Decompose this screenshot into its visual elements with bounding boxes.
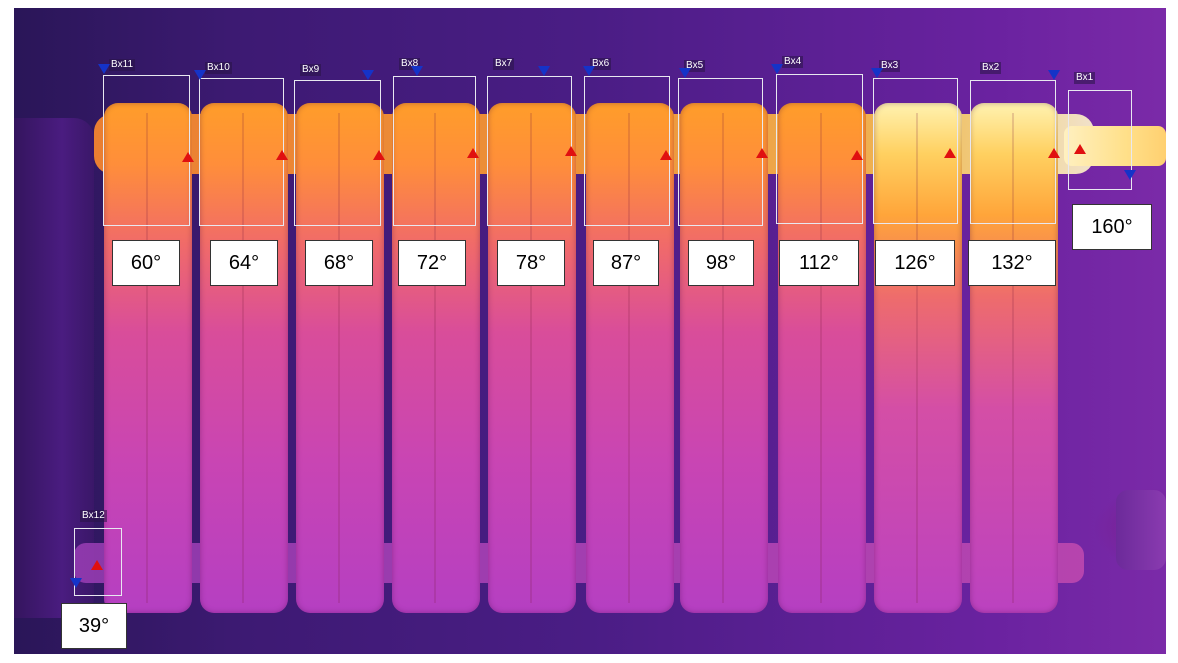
temperature-readout: 87° — [593, 240, 659, 286]
max-temperature-marker-icon — [565, 146, 577, 156]
min-temperature-marker-icon — [70, 578, 82, 588]
temperature-readout: 132° — [968, 240, 1056, 286]
radiator-fin — [200, 103, 288, 613]
fin-rib — [242, 113, 245, 603]
temperature-readout: 98° — [688, 240, 754, 286]
radiator-fin — [970, 103, 1058, 613]
max-temperature-marker-icon — [182, 152, 194, 162]
min-temperature-marker-icon — [771, 64, 783, 74]
valve-knob — [1116, 490, 1166, 570]
min-temperature-marker-icon — [871, 68, 883, 78]
temperature-readout: 78° — [497, 240, 565, 286]
measurement-box-label: Bx7 — [493, 58, 515, 70]
measurement-box — [873, 78, 958, 224]
min-temperature-marker-icon — [679, 68, 691, 78]
max-temperature-marker-icon — [373, 150, 385, 160]
fin-rib — [434, 113, 437, 603]
measurement-box-label: Bx11 — [109, 59, 136, 71]
fin-rib — [530, 113, 533, 603]
min-temperature-marker-icon — [98, 64, 110, 74]
thermal-image — [14, 8, 1166, 654]
measurement-box-label: Bx4 — [782, 56, 804, 68]
max-temperature-marker-icon — [660, 150, 672, 160]
fin-rib — [916, 113, 919, 603]
temperature-readout: 160° — [1072, 204, 1152, 250]
fin-rib — [1012, 113, 1015, 603]
fin-rib — [820, 113, 823, 603]
measurement-box — [970, 80, 1056, 224]
temperature-readout: 64° — [210, 240, 278, 286]
min-temperature-marker-icon — [194, 70, 206, 80]
radiator-fin — [392, 103, 480, 613]
measurement-box — [776, 74, 863, 224]
temperature-readout: 112° — [779, 240, 859, 286]
measurement-box — [678, 78, 763, 226]
radiator-fin — [488, 103, 576, 613]
fin-rib — [338, 113, 341, 603]
max-temperature-marker-icon — [851, 150, 863, 160]
fin-rib — [628, 113, 631, 603]
measurement-box-label: Bx6 — [590, 58, 612, 70]
temperature-readout: 60° — [112, 240, 180, 286]
radiator-fin — [680, 103, 768, 613]
measurement-box — [294, 80, 381, 226]
radiator-fin — [586, 103, 674, 613]
max-temperature-marker-icon — [756, 148, 768, 158]
min-temperature-marker-icon — [362, 70, 374, 80]
max-temperature-marker-icon — [1048, 148, 1060, 158]
min-temperature-marker-icon — [411, 66, 423, 76]
measurement-box-label: Bx10 — [205, 62, 232, 74]
min-temperature-marker-icon — [1124, 170, 1136, 180]
temperature-readout: 72° — [398, 240, 466, 286]
fin-rib — [146, 113, 149, 603]
radiator-fin — [296, 103, 384, 613]
temperature-readout: 68° — [305, 240, 373, 286]
measurement-box — [584, 76, 670, 226]
measurement-box — [487, 76, 572, 226]
temperature-readout: 39° — [61, 603, 127, 649]
min-temperature-marker-icon — [583, 66, 595, 76]
fin-rib — [722, 113, 725, 603]
max-temperature-marker-icon — [1074, 144, 1086, 154]
left-wall-pipe — [14, 118, 94, 618]
measurement-box-label: Bx1 — [1074, 72, 1096, 84]
measurement-box — [393, 76, 476, 226]
max-temperature-marker-icon — [276, 150, 288, 160]
min-temperature-marker-icon — [1048, 70, 1060, 80]
measurement-box-label: Bx12 — [80, 510, 107, 522]
measurement-box — [103, 75, 190, 226]
measurement-box-label: Bx9 — [300, 64, 322, 76]
measurement-box — [1068, 90, 1132, 190]
max-temperature-marker-icon — [944, 148, 956, 158]
min-temperature-marker-icon — [538, 66, 550, 76]
measurement-box-label: Bx3 — [879, 60, 901, 72]
max-temperature-marker-icon — [467, 148, 479, 158]
temperature-readout: 126° — [875, 240, 955, 286]
max-temperature-marker-icon — [91, 560, 103, 570]
radiator-fin — [874, 103, 962, 613]
measurement-box-label: Bx2 — [980, 62, 1002, 74]
measurement-box — [199, 78, 284, 226]
radiator-fin — [778, 103, 866, 613]
measurement-box — [74, 528, 122, 596]
